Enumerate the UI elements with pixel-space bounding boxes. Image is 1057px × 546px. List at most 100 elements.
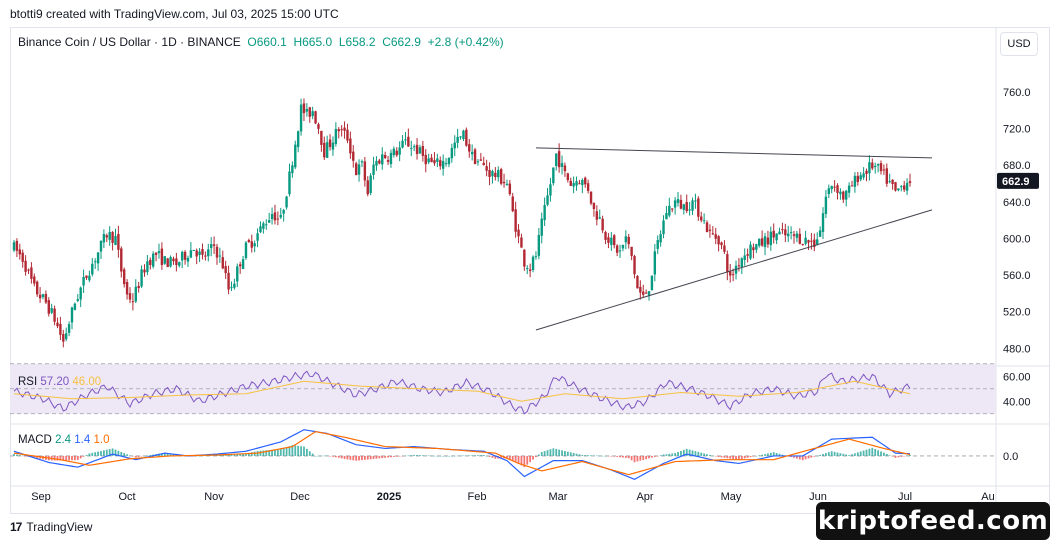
candle-body bbox=[44, 293, 48, 303]
candle-body bbox=[366, 180, 369, 195]
macd-hist-bar bbox=[738, 455, 740, 460]
candle-body bbox=[169, 256, 172, 267]
candle-body bbox=[59, 323, 62, 335]
candle-body bbox=[720, 242, 723, 246]
macd-hist-bar bbox=[694, 451, 697, 456]
tradingview-brand[interactable]: 17 TradingView bbox=[10, 520, 92, 534]
candle-body bbox=[642, 291, 645, 295]
rsi-ma-value: 46.00 bbox=[72, 376, 102, 388]
macd-hist-bar bbox=[73, 455, 76, 461]
candle-body bbox=[392, 148, 396, 156]
macd-hist-bar bbox=[314, 455, 317, 457]
macd-hist-bar bbox=[622, 455, 624, 458]
macd-hist-bar bbox=[546, 450, 549, 456]
macd-hist-bar bbox=[845, 454, 848, 456]
candle-body bbox=[572, 183, 575, 187]
macd-hist-bar bbox=[903, 455, 906, 457]
macd-hist-bar bbox=[329, 455, 331, 457]
macd-hist-bar bbox=[390, 455, 392, 458]
macd-hist-bar bbox=[700, 452, 703, 456]
macd-hist-bar bbox=[192, 455, 195, 457]
candle-body bbox=[615, 245, 619, 253]
macd-hist-bar bbox=[636, 455, 639, 462]
candle-body bbox=[56, 322, 59, 327]
macd-hist-bar bbox=[558, 449, 561, 456]
macd-hist-bar bbox=[477, 455, 479, 456]
candle-body bbox=[847, 185, 851, 193]
macd-hist-bar bbox=[781, 454, 784, 456]
currency-button[interactable]: USD bbox=[1000, 32, 1038, 56]
candle-body bbox=[412, 146, 416, 148]
price-tick-label: 720.0 bbox=[1003, 124, 1031, 136]
candle-body bbox=[859, 175, 862, 180]
candle-body bbox=[534, 256, 538, 258]
macd-hist-bar bbox=[297, 445, 300, 456]
macd-hist-bar bbox=[735, 455, 737, 460]
macd-hist-bar bbox=[282, 448, 285, 456]
candle-body bbox=[53, 308, 56, 322]
candle-body bbox=[346, 129, 349, 141]
macd-hist-bar bbox=[68, 455, 70, 461]
candle-body bbox=[233, 283, 236, 288]
candle-body bbox=[818, 230, 822, 237]
macd-hist-bar bbox=[575, 453, 578, 456]
legend-close: C662.9 bbox=[382, 35, 421, 49]
macd-hist-bar bbox=[279, 449, 282, 456]
macd-hist-bar bbox=[169, 453, 172, 456]
macd-hist-bar bbox=[624, 455, 627, 458]
macd-hist-bar bbox=[100, 450, 102, 456]
macd-hist-bar bbox=[358, 455, 360, 461]
price-tick-label: 520.0 bbox=[1003, 307, 1031, 319]
macd-hist-bar bbox=[740, 455, 743, 460]
macd-hist-bar bbox=[529, 455, 532, 463]
macd-hist-bar bbox=[143, 455, 146, 457]
candle-body bbox=[352, 151, 355, 161]
macd-hist-bar bbox=[543, 451, 546, 456]
macd-hist-bar bbox=[880, 451, 882, 456]
candle-body bbox=[555, 153, 558, 167]
candle-body bbox=[885, 168, 889, 184]
legend-high: H665.0 bbox=[293, 35, 333, 49]
macd-hist-bar bbox=[813, 455, 816, 457]
macd-hist-bar bbox=[131, 455, 134, 457]
macd-hist-bar bbox=[668, 453, 671, 456]
candle-body bbox=[175, 258, 178, 266]
macd-hist-bar bbox=[549, 449, 552, 456]
macd-hist-bar bbox=[436, 455, 439, 457]
macd-hist-bar bbox=[369, 455, 372, 460]
macd-hist-bar bbox=[387, 455, 389, 458]
macd-hist-bar bbox=[305, 448, 308, 456]
macd-hist-bar bbox=[300, 446, 302, 456]
candle-body bbox=[868, 162, 871, 174]
macd-hist-bar bbox=[201, 455, 204, 457]
macd-signal-line bbox=[13, 430, 911, 476]
macd-hist-bar bbox=[645, 455, 648, 460]
candle-body bbox=[618, 250, 622, 252]
macd-hist-bar bbox=[172, 454, 175, 456]
macd-hist-bar bbox=[610, 455, 613, 457]
candle-body bbox=[569, 180, 572, 186]
candle-body bbox=[314, 111, 317, 124]
macd-hist-bar bbox=[523, 455, 526, 468]
candle-body bbox=[711, 233, 715, 235]
macd-hist-bar bbox=[810, 455, 813, 458]
macd-hist-bar bbox=[514, 455, 517, 463]
candle-body bbox=[120, 248, 123, 272]
candle-body bbox=[279, 214, 282, 218]
candle-body bbox=[636, 275, 639, 289]
time-tick-label: Jul bbox=[898, 491, 912, 503]
macd-hist-bar bbox=[798, 455, 801, 460]
candle-body bbox=[459, 136, 462, 138]
macd-hist-bar bbox=[340, 455, 343, 459]
candle-body bbox=[105, 235, 108, 238]
macd-hist-bar bbox=[352, 455, 355, 461]
candle-body bbox=[67, 324, 71, 333]
candle-body bbox=[630, 246, 633, 256]
candle-body bbox=[111, 231, 114, 243]
macd-hist-bar bbox=[697, 451, 700, 456]
candle-body bbox=[604, 232, 607, 240]
candle-body bbox=[456, 136, 459, 143]
macd-hist-bar bbox=[680, 450, 682, 456]
macd-hist-bar bbox=[372, 455, 375, 459]
